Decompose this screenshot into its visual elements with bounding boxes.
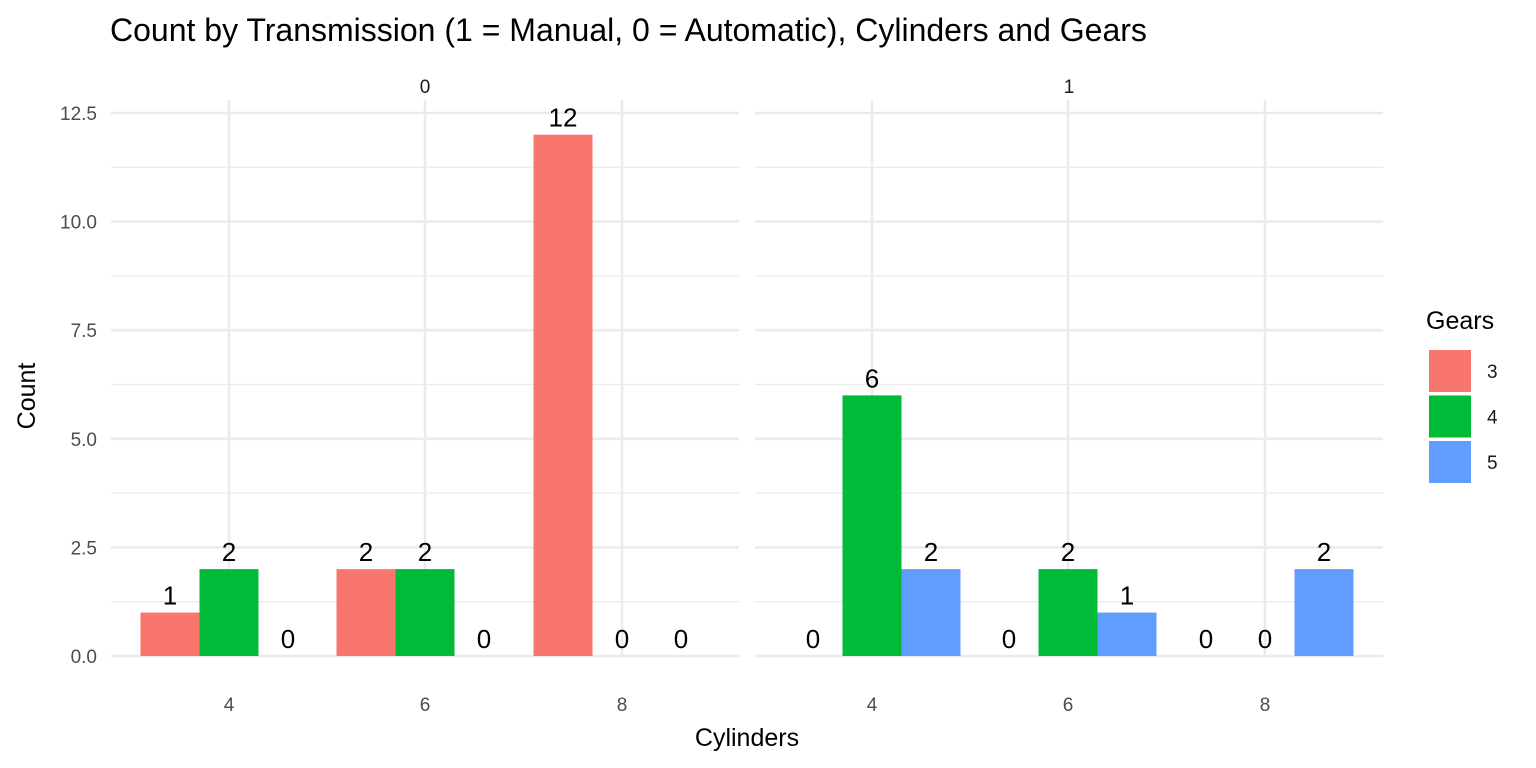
bar-value-label: 1: [1120, 581, 1134, 611]
bar-gear-4-cyl-4: [199, 569, 259, 656]
facet-panel-1: 1 4 6 8 0 6 2 0 2 1 0 0 2: [755, 77, 1383, 716]
bar-value-label: 2: [1061, 537, 1075, 567]
legend-label: 4: [1487, 408, 1498, 429]
bar-value-label: 0: [1002, 624, 1016, 654]
bar-value-label: 1: [163, 581, 177, 611]
bar-value-label: 2: [418, 537, 432, 567]
y-tick-label: 12.5: [60, 104, 97, 125]
bar-value-label: 2: [222, 537, 236, 567]
bar-value-label: 2: [1317, 537, 1331, 567]
bar-gear-4-cyl-4: [842, 395, 902, 656]
bar-value-label: 2: [359, 537, 373, 567]
y-tick-label: 2.5: [71, 538, 97, 559]
facet-strip-label: 1: [1064, 77, 1075, 98]
legend-key-5: [1429, 441, 1471, 483]
bar-value-label: 0: [615, 624, 629, 654]
legend-key-3: [1429, 350, 1471, 392]
x-tick-label: 4: [867, 695, 878, 716]
bar-gear-4-cyl-6: [1038, 569, 1098, 656]
legend-label: 3: [1487, 362, 1498, 383]
bar-value-label: 6: [865, 363, 879, 393]
legend-title: Gears: [1426, 307, 1494, 335]
bar-gear-5-cyl-4: [901, 569, 961, 656]
x-tick-label: 8: [617, 695, 628, 716]
bar-value-label: 0: [477, 624, 491, 654]
bar-value-label: 0: [281, 624, 295, 654]
x-tick-label: 4: [224, 695, 235, 716]
y-tick-label: 5.0: [71, 430, 97, 451]
bar-gear-3-cyl-4: [140, 612, 200, 656]
bar-gear-3-cyl-6: [336, 569, 396, 656]
bar-gear-3-cyl-8: [533, 134, 593, 657]
facet-strip-label: 0: [420, 77, 431, 98]
bar-value-label: 0: [806, 624, 820, 654]
bar-value-label: 2: [924, 537, 938, 567]
y-tick-label: 7.5: [71, 321, 97, 342]
chart-title: Count by Transmission (1 = Manual, 0 = A…: [110, 12, 1147, 48]
y-tick-label: 10.0: [60, 213, 97, 234]
bar-gear-5-cyl-8: [1294, 569, 1354, 656]
bar-gear-5-cyl-6: [1097, 612, 1157, 656]
y-axis-title: Count: [13, 363, 41, 430]
y-tick-label: 0.0: [71, 647, 97, 668]
x-tick-label: 8: [1260, 695, 1271, 716]
bar-value-label: 0: [1199, 624, 1213, 654]
x-tick-label: 6: [1063, 695, 1074, 716]
bar-gear-4-cyl-6: [395, 569, 455, 656]
bar-value-label: 0: [674, 624, 688, 654]
legend-label: 5: [1487, 453, 1498, 474]
x-axis-title: Cylinders: [695, 724, 799, 752]
y-axis-ticks: 0.0 2.5 5.0 7.5 10.0 12.5: [60, 104, 97, 668]
legend: Gears 3 4 5: [1426, 307, 1498, 483]
legend-key-4: [1429, 395, 1471, 438]
bar-value-label: 12: [549, 103, 578, 133]
bar-value-label: 0: [1258, 624, 1272, 654]
x-tick-label: 6: [420, 695, 431, 716]
